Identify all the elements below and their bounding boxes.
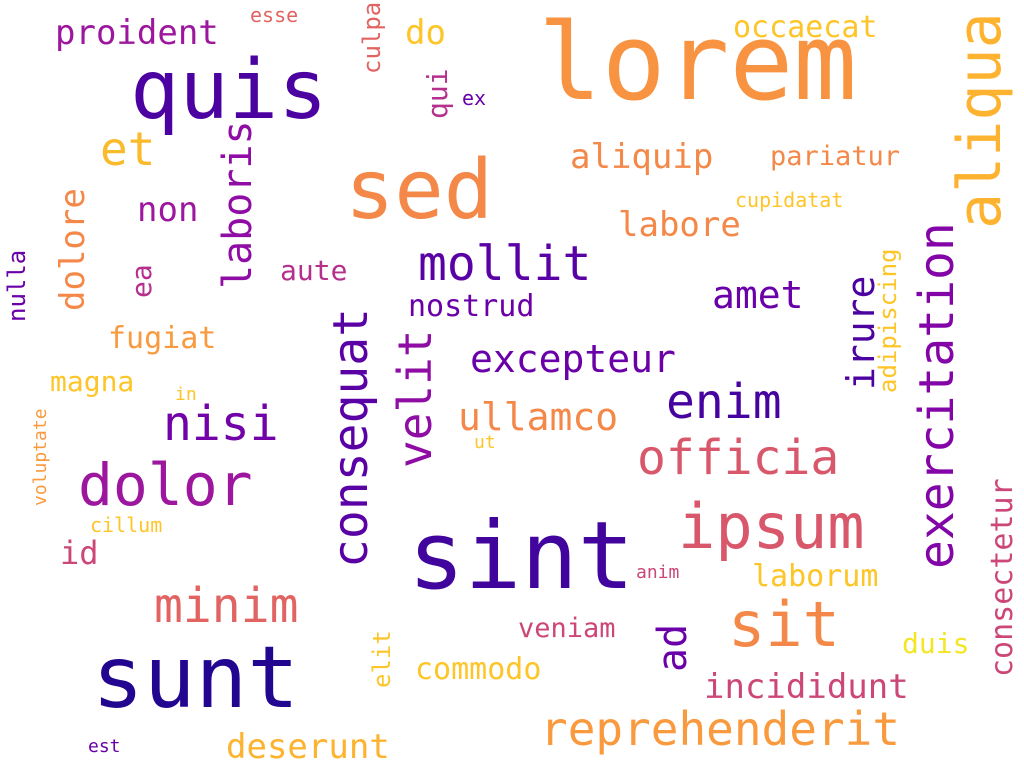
word-aute: aute — [280, 254, 348, 287]
word-non: non — [137, 190, 199, 230]
word-adipiscing: adipiscing — [874, 248, 902, 394]
word-sunt: sunt — [92, 628, 300, 728]
word-duis: duis — [902, 627, 970, 660]
word-nostrud: nostrud — [408, 289, 535, 324]
word-nulla: nulla — [3, 249, 31, 322]
word-sint: sint — [408, 502, 635, 611]
word-magna: magna — [50, 365, 135, 398]
word-consequat: consequat — [323, 307, 379, 568]
word-et: et — [100, 122, 156, 176]
word-esse: esse — [250, 3, 299, 27]
word-fugiat: fugiat — [108, 321, 217, 356]
word-ea: ea — [125, 264, 158, 298]
word-deserunt: deserunt — [226, 727, 390, 767]
word-nisi: nisi — [163, 396, 279, 452]
word-enim: enim — [666, 374, 782, 430]
word-aliqua: aliqua — [945, 12, 1015, 229]
word-cupidatat: cupidatat — [735, 188, 844, 212]
word-sit: sit — [728, 588, 840, 661]
word-sed: sed — [345, 143, 494, 238]
word-voluptate: voluptate — [30, 408, 51, 506]
word-quis: quis — [130, 43, 328, 138]
word-aliquip: aliquip — [570, 137, 714, 177]
word-exercitation: exercitation — [909, 222, 965, 569]
word-dolor: dolor — [78, 451, 253, 519]
word-velit: velit — [388, 329, 442, 468]
word-pariatur: pariatur — [770, 141, 901, 172]
word-officia: officia — [637, 430, 840, 486]
word-ex: ex — [462, 86, 487, 110]
word-dolore: dolore — [53, 188, 93, 311]
word-reprehenderit: reprehenderit — [540, 702, 901, 756]
word-proident: proident — [55, 13, 219, 53]
word-mollit: mollit — [418, 236, 592, 292]
word-laboris: laboris — [215, 120, 261, 289]
word-commodo: commodo — [415, 652, 542, 687]
word-id: id — [60, 534, 99, 572]
word-amet: amet — [712, 273, 804, 317]
word-elit: elit — [368, 630, 396, 688]
word-ad: ad — [650, 623, 696, 672]
word-ut: ut — [474, 432, 496, 453]
word-anim: anim — [636, 562, 680, 583]
word-incididunt: incididunt — [704, 667, 909, 707]
word-do: do — [405, 13, 446, 53]
word-cillum: cillum — [90, 513, 163, 537]
word-veniam: veniam — [518, 613, 616, 644]
word-qui: qui — [421, 68, 454, 119]
word-culpa: culpa — [358, 1, 386, 74]
word-consectetur: consectetur — [985, 478, 1020, 677]
word-est: est — [88, 736, 121, 757]
word-ipsum: ipsum — [678, 490, 865, 563]
word-minim: minim — [154, 578, 299, 634]
word-ullamco: ullamco — [458, 395, 619, 439]
word-labore: labore — [618, 205, 741, 245]
word-lorem: lorem — [538, 1, 858, 124]
word-in: in — [175, 384, 197, 405]
word-occaecat: occaecat — [733, 10, 878, 45]
word-excepteur: excepteur — [470, 337, 676, 381]
word-laborum: laborum — [752, 559, 879, 594]
